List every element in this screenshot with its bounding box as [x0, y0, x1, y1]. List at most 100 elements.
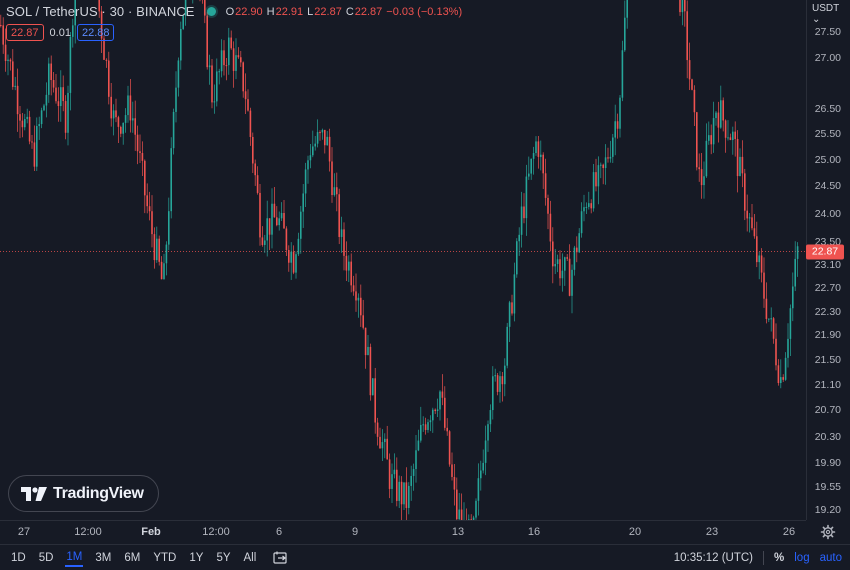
price-axis[interactable]	[806, 0, 850, 520]
candle-body	[276, 217, 278, 226]
candle-body	[235, 55, 237, 71]
candle-body	[492, 376, 494, 411]
candle-body	[681, 0, 684, 13]
candle-body	[501, 376, 504, 385]
candle-body	[700, 169, 703, 186]
candle-body	[218, 71, 220, 73]
candle-body	[468, 519, 470, 520]
watermark-text: TradingView	[53, 484, 144, 502]
time-tick-label: 16	[527, 526, 541, 538]
candle-body	[417, 440, 420, 451]
time-axis[interactable]: 27 12:00 Feb 12:00 6 9 13 16 20 23 26	[0, 520, 806, 544]
candle-body	[98, 0, 100, 12]
range-5d-button[interactable]: 5D	[38, 551, 54, 564]
candle-body	[585, 206, 588, 208]
candle-body	[151, 211, 153, 235]
candle-body	[410, 475, 412, 486]
candle-body	[460, 509, 463, 520]
candlestick-chart[interactable]	[0, 0, 806, 520]
price-tick-label: 21.50	[814, 354, 841, 366]
candle-body	[108, 60, 110, 97]
ohlc-value: 22.87	[354, 5, 383, 18]
candle-body	[482, 462, 484, 471]
candle-body	[43, 105, 45, 111]
candle-body	[784, 357, 787, 380]
candle-body	[268, 218, 271, 235]
log-scale-button[interactable]: log	[794, 552, 810, 564]
candle-body	[477, 478, 480, 501]
candle-body	[729, 137, 732, 141]
candle-body	[412, 469, 415, 476]
time-tick-label: 13	[451, 526, 465, 538]
candle-body	[528, 173, 530, 177]
range-all-button[interactable]: All	[243, 551, 257, 564]
candle-body	[206, 15, 208, 68]
candle-body	[319, 132, 321, 134]
candle-body	[703, 176, 705, 186]
candle-body	[415, 450, 417, 470]
candle-body	[525, 176, 528, 219]
range-3m-button[interactable]: 3M	[95, 551, 112, 564]
candle-body	[508, 302, 511, 327]
candle-body	[148, 206, 151, 212]
range-1d-button[interactable]: 1D	[11, 551, 26, 564]
candle-body	[768, 318, 770, 320]
time-tick-label: 20	[628, 526, 642, 538]
candle-body	[328, 136, 331, 162]
price-tick-label: 22.70	[814, 282, 841, 294]
date-range-selector: 1D 5D 1M 3M 6M YTD 1Y 5Y All	[10, 549, 257, 567]
candle-body	[122, 122, 124, 134]
auto-scale-button[interactable]: auto	[819, 552, 842, 564]
candle-body	[756, 236, 758, 263]
candle-body	[520, 206, 523, 235]
utc-clock[interactable]: 10:35:12 (UTC)	[673, 552, 754, 564]
candle-body	[180, 28, 182, 61]
range-ytd-button[interactable]: YTD	[153, 551, 177, 564]
candle-body	[292, 251, 295, 273]
price-tick-label: 25.00	[814, 154, 841, 166]
range-1y-button[interactable]: 1Y	[189, 551, 204, 564]
candle-body	[614, 121, 616, 138]
range-1m-button[interactable]: 1M	[65, 549, 84, 567]
candle-body	[794, 258, 796, 287]
candle-body	[518, 234, 520, 242]
candle-body	[609, 156, 612, 159]
currency-selector[interactable]: USDT ⌄	[812, 3, 850, 25]
percent-scale-button[interactable]: %	[774, 552, 785, 564]
bottom-toolbar: 1D 5D 1M 3M 6M YTD 1Y 5Y All 10:35:12 (UTC) % lo…	[0, 544, 850, 570]
gear-icon[interactable]	[820, 524, 836, 540]
candle-body	[576, 247, 578, 253]
sell-price-button[interactable]: 22.87	[6, 24, 44, 41]
candle-body	[170, 148, 172, 212]
candle-body	[580, 211, 583, 234]
chevron-down-icon: ⌄	[812, 14, 821, 25]
candle-body	[225, 65, 228, 67]
chart-area[interactable]	[0, 0, 806, 520]
candle-body	[348, 261, 350, 271]
candle-body	[604, 157, 607, 169]
candle-body	[48, 63, 50, 95]
candle-body	[343, 229, 345, 256]
symbol-title[interactable]: SOL / TetherUS · 30 · BINANCE	[6, 4, 195, 19]
candle-body	[136, 134, 139, 152]
candle-body	[38, 124, 40, 127]
buy-price-button[interactable]: 22.88	[76, 24, 115, 41]
range-5y-button[interactable]: 5Y	[216, 551, 231, 564]
candle-body	[381, 442, 384, 449]
candle-body	[115, 110, 117, 118]
candle-body	[504, 365, 506, 385]
candle-body	[717, 112, 720, 128]
candle-body	[720, 100, 722, 128]
range-6m-button[interactable]: 6M	[124, 551, 141, 564]
tradingview-logo[interactable]: TradingView	[8, 475, 159, 512]
price-ticks: 27.50 27.00 26.50 25.50 25.00 24.50 24.00 23.50…	[806, 0, 850, 520]
candle-body	[62, 87, 64, 102]
candle-body	[4, 44, 7, 61]
candle-body	[333, 187, 336, 196]
price-tick-label: 23.10	[814, 259, 841, 271]
candle-body	[237, 55, 240, 58]
candle-body	[132, 118, 134, 121]
candle-body	[345, 255, 348, 271]
goto-date-icon[interactable]	[273, 551, 289, 565]
candle-body	[21, 120, 24, 128]
